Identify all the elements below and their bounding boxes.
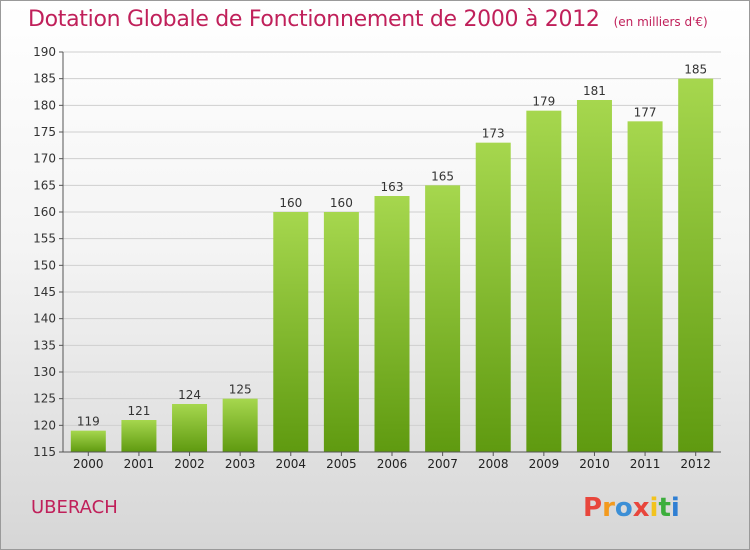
x-tick-label: 2011: [630, 457, 661, 471]
data-label: 119: [77, 415, 100, 429]
x-tick-label: 2012: [680, 457, 711, 471]
data-label: 160: [279, 196, 302, 210]
chart-title: Dotation Globale de Fonctionnement de 20…: [28, 7, 708, 32]
y-tick-label: 125: [33, 392, 56, 406]
bars-group: [70, 78, 714, 453]
bar: [374, 196, 410, 452]
bar: [678, 78, 714, 453]
bar: [576, 100, 612, 452]
x-tick-label: 2000: [73, 457, 104, 471]
x-tick-label: 2004: [275, 457, 306, 471]
logo-letter: P: [583, 493, 602, 523]
x-tick-label: 2005: [326, 457, 357, 471]
bar: [425, 185, 461, 453]
logo-text: Proxiti: [583, 493, 680, 523]
data-label: 163: [381, 180, 404, 194]
y-tick-label: 185: [33, 72, 56, 86]
x-tick-label: 2002: [174, 457, 205, 471]
y-tick-label: 160: [33, 205, 56, 219]
y-tick-label: 120: [33, 418, 56, 432]
chart-subtitle: (en milliers d'€): [613, 15, 708, 29]
data-label: 177: [634, 105, 657, 119]
chart-title-text: Dotation Globale de Fonctionnement de 20…: [28, 7, 600, 32]
bar: [172, 404, 208, 452]
x-tick-label: 2007: [427, 457, 458, 471]
y-tick-label: 190: [33, 45, 56, 59]
logo-letter: i: [650, 493, 659, 523]
data-label: 179: [532, 95, 555, 109]
y-tick-label: 165: [33, 178, 56, 192]
axes: 115 120 125 130 135 140 145 150 155 160 165 170 175 1…: [33, 45, 721, 471]
data-label: 125: [229, 383, 252, 397]
y-tick-label: 115: [33, 445, 56, 459]
data-label: 160: [330, 196, 353, 210]
bar: [627, 121, 663, 452]
data-label: 124: [178, 388, 201, 402]
bar: [121, 420, 157, 452]
bar: [526, 110, 562, 453]
y-tick-label: 140: [33, 312, 56, 326]
logo-letter: r: [602, 493, 615, 523]
bar: [273, 212, 309, 452]
y-tick-label: 145: [33, 285, 56, 299]
y-tick-label: 170: [33, 152, 56, 166]
y-tick-label: 180: [33, 98, 56, 112]
x-tick-label: 2009: [529, 457, 560, 471]
logo-letter: i: [671, 493, 680, 523]
y-tick-label: 155: [33, 232, 56, 246]
logo-letter: t: [658, 493, 670, 523]
data-label: 185: [684, 63, 707, 77]
x-tick-label: 2006: [377, 457, 408, 471]
y-tick-label: 135: [33, 338, 56, 352]
bar: [222, 398, 258, 452]
y-tick-label: 130: [33, 365, 56, 379]
y-tick-label: 150: [33, 258, 56, 272]
y-tick-label: 175: [33, 125, 56, 139]
x-tick-label: 2003: [225, 457, 256, 471]
data-label: 173: [482, 127, 505, 141]
x-tick-label: 2008: [478, 457, 509, 471]
logo-letter: x: [633, 493, 650, 523]
x-tick-label: 2001: [124, 457, 155, 471]
data-labels: 119 121 124 125 160 160 163 165 173 179 181 177 185: [77, 63, 707, 429]
data-label: 121: [127, 404, 150, 418]
commune-name: UBERACH: [31, 497, 118, 518]
data-label: 165: [431, 169, 454, 183]
data-label: 181: [583, 84, 606, 98]
proxiti-logo: Proxiti: [583, 493, 680, 523]
bar: [323, 212, 359, 452]
x-tick-label: 2010: [579, 457, 610, 471]
logo-letter: o: [615, 493, 633, 523]
bar: [475, 142, 511, 452]
bar: [70, 430, 106, 452]
